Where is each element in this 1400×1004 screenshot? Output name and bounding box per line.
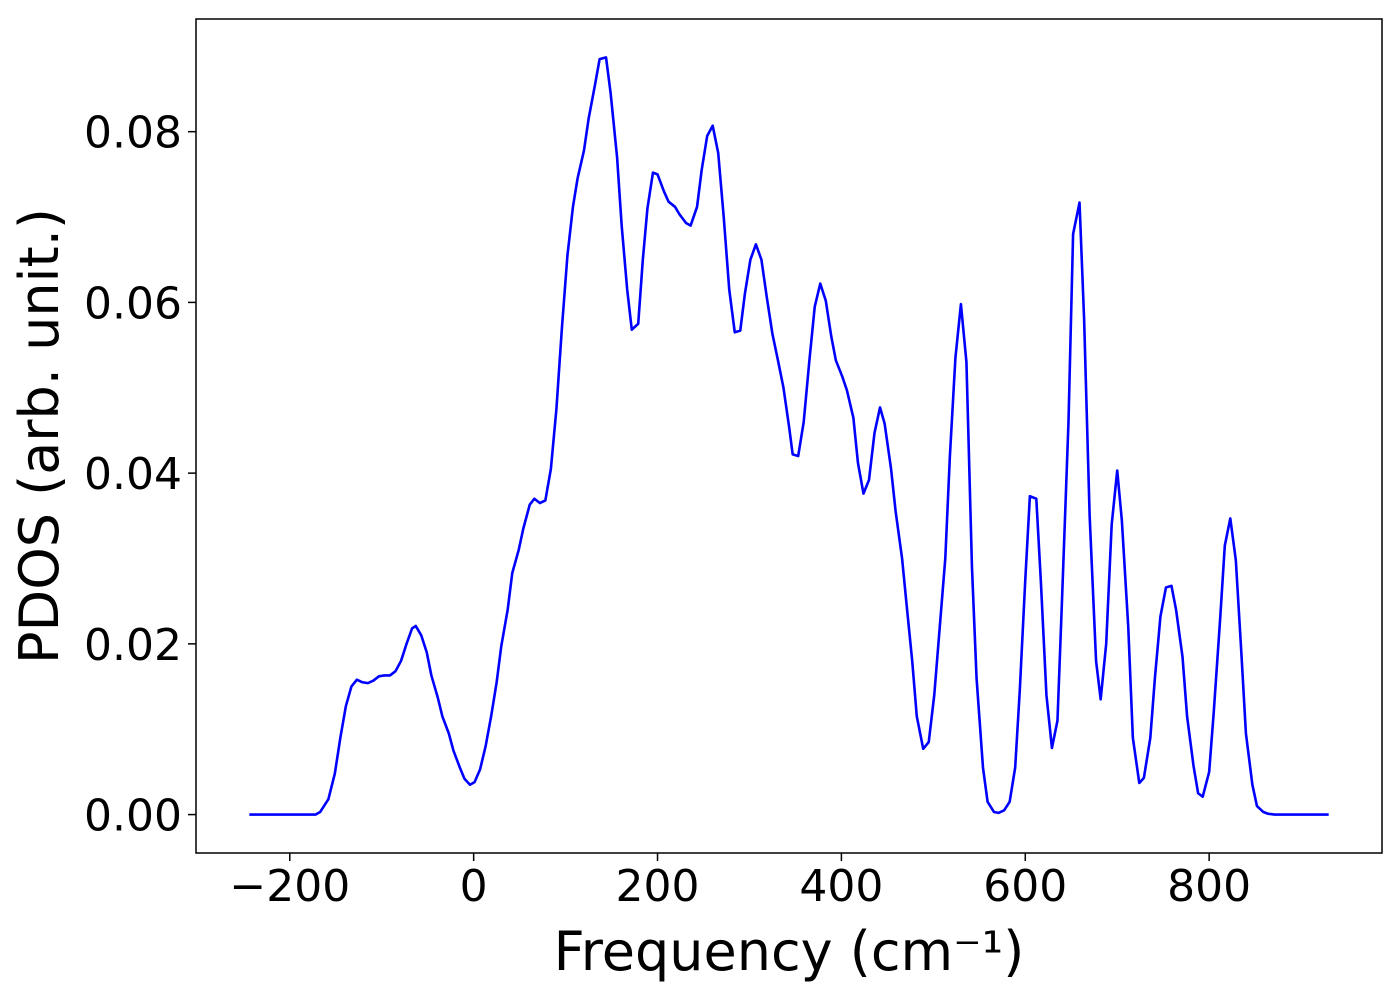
x-tick-label: 400 [799,861,883,912]
x-tick-label: −200 [229,861,350,912]
plot-frame [195,18,1383,854]
data-line [249,56,1329,816]
x-tick-label: 800 [1167,861,1251,912]
x-tick-label: 200 [616,861,700,912]
x-tick-label: 600 [983,861,1067,912]
x-tick-label: 0 [460,861,488,912]
y-tick-label: 0.08 [84,108,182,159]
y-tick-label: 0.04 [84,449,182,500]
x-axis-label: Frequency (cm⁻¹) [554,920,1025,983]
y-tick-label: 0.06 [84,278,182,329]
y-tick-label: 0.00 [84,791,182,842]
y-tick-label: 0.02 [84,620,182,671]
y-axis-label: PDOS (arb. unit.) [8,208,71,664]
